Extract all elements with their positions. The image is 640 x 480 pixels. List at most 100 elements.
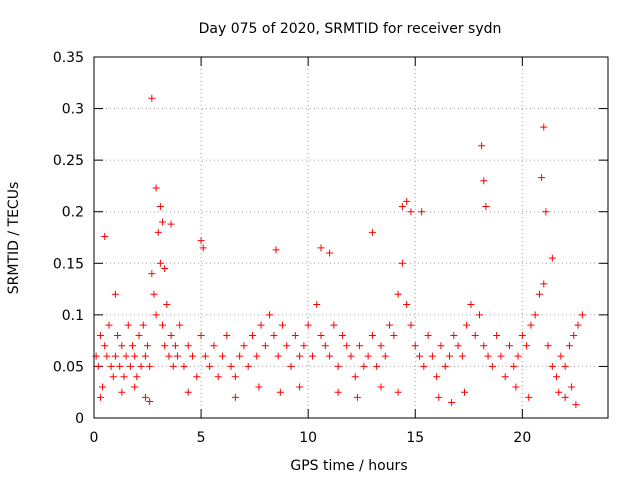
data-point <box>276 388 284 396</box>
data-point <box>561 393 569 401</box>
data-point <box>111 290 119 298</box>
data-point <box>527 321 535 329</box>
data-point <box>161 342 169 350</box>
data-point <box>565 342 573 350</box>
y-tick-label: 0.3 <box>62 102 84 118</box>
data-point <box>255 383 263 391</box>
chart-title: Day 075 of 2020, SRMTID for receiver syd… <box>199 21 502 37</box>
x-tick-label: 5 <box>197 430 206 446</box>
data-point <box>394 290 402 298</box>
data-point <box>107 362 115 370</box>
data-point <box>411 342 419 350</box>
data-point <box>403 197 411 205</box>
data-point <box>351 373 359 381</box>
data-point <box>497 352 505 360</box>
data-point <box>557 352 565 360</box>
data-point <box>174 352 182 360</box>
data-point <box>210 342 218 350</box>
data-point <box>347 352 355 360</box>
data-point <box>398 259 406 267</box>
data-point <box>199 244 207 252</box>
data-point <box>548 254 556 262</box>
data-point <box>124 321 132 329</box>
data-point <box>480 177 488 185</box>
data-point <box>118 388 126 396</box>
data-point <box>467 301 475 309</box>
data-point <box>296 383 304 391</box>
data-point <box>555 388 563 396</box>
data-point <box>161 264 169 272</box>
data-point <box>197 237 205 245</box>
data-point <box>159 321 167 329</box>
data-point <box>512 383 520 391</box>
data-point <box>416 352 424 360</box>
data-point <box>381 352 389 360</box>
y-tick-label: 0.25 <box>53 153 84 169</box>
data-point <box>266 311 274 319</box>
data-point <box>531 311 539 319</box>
data-point <box>482 203 490 211</box>
data-point <box>141 352 149 360</box>
data-point <box>484 352 492 360</box>
y-tick-label: 0.15 <box>53 256 84 272</box>
data-point <box>553 373 561 381</box>
data-point <box>561 362 569 370</box>
data-point <box>377 342 385 350</box>
x-tick-label: 20 <box>513 430 531 446</box>
data-point <box>116 362 124 370</box>
data-point <box>150 290 158 298</box>
data-point <box>458 352 466 360</box>
data-point <box>338 331 346 339</box>
data-point <box>180 362 188 370</box>
data-point <box>287 362 295 370</box>
data-point <box>433 373 441 381</box>
data-point <box>424 331 432 339</box>
data-point <box>156 259 164 267</box>
data-point <box>189 352 197 360</box>
data-point <box>407 208 415 216</box>
data-point <box>96 331 104 339</box>
data-point <box>394 388 402 396</box>
y-tick-label: 0.1 <box>62 308 84 324</box>
data-point <box>450 331 458 339</box>
data-point <box>326 352 334 360</box>
data-point <box>574 321 582 329</box>
data-point <box>231 393 239 401</box>
data-point <box>105 321 113 329</box>
data-point <box>437 342 445 350</box>
data-point <box>96 393 104 401</box>
data-point <box>360 362 368 370</box>
data-point <box>201 352 209 360</box>
data-point <box>518 331 526 339</box>
data-point <box>152 311 160 319</box>
data-point <box>146 397 154 405</box>
data-point <box>454 342 462 350</box>
y-axis-label: SRMTID / TECUs <box>6 182 22 295</box>
data-point <box>373 362 381 370</box>
data-point <box>291 331 299 339</box>
data-point <box>523 342 531 350</box>
data-point <box>139 321 147 329</box>
data-point <box>330 321 338 329</box>
data-point <box>131 383 139 391</box>
data-point <box>514 352 522 360</box>
data-point <box>441 362 449 370</box>
data-point <box>435 393 443 401</box>
data-point <box>197 331 205 339</box>
data-point <box>184 388 192 396</box>
data-point <box>141 393 149 401</box>
data-point <box>111 352 119 360</box>
y-tick-label: 0.05 <box>53 359 84 375</box>
data-point <box>353 393 361 401</box>
data-point <box>317 331 325 339</box>
data-point <box>540 123 548 131</box>
data-point <box>407 321 415 329</box>
x-tick-label: 10 <box>299 430 317 446</box>
data-point <box>578 311 586 319</box>
y-tick-label: 0 <box>75 411 84 427</box>
data-point <box>135 331 143 339</box>
data-point <box>148 270 156 278</box>
data-point <box>398 203 406 211</box>
data-point <box>248 331 256 339</box>
data-point <box>236 352 244 360</box>
